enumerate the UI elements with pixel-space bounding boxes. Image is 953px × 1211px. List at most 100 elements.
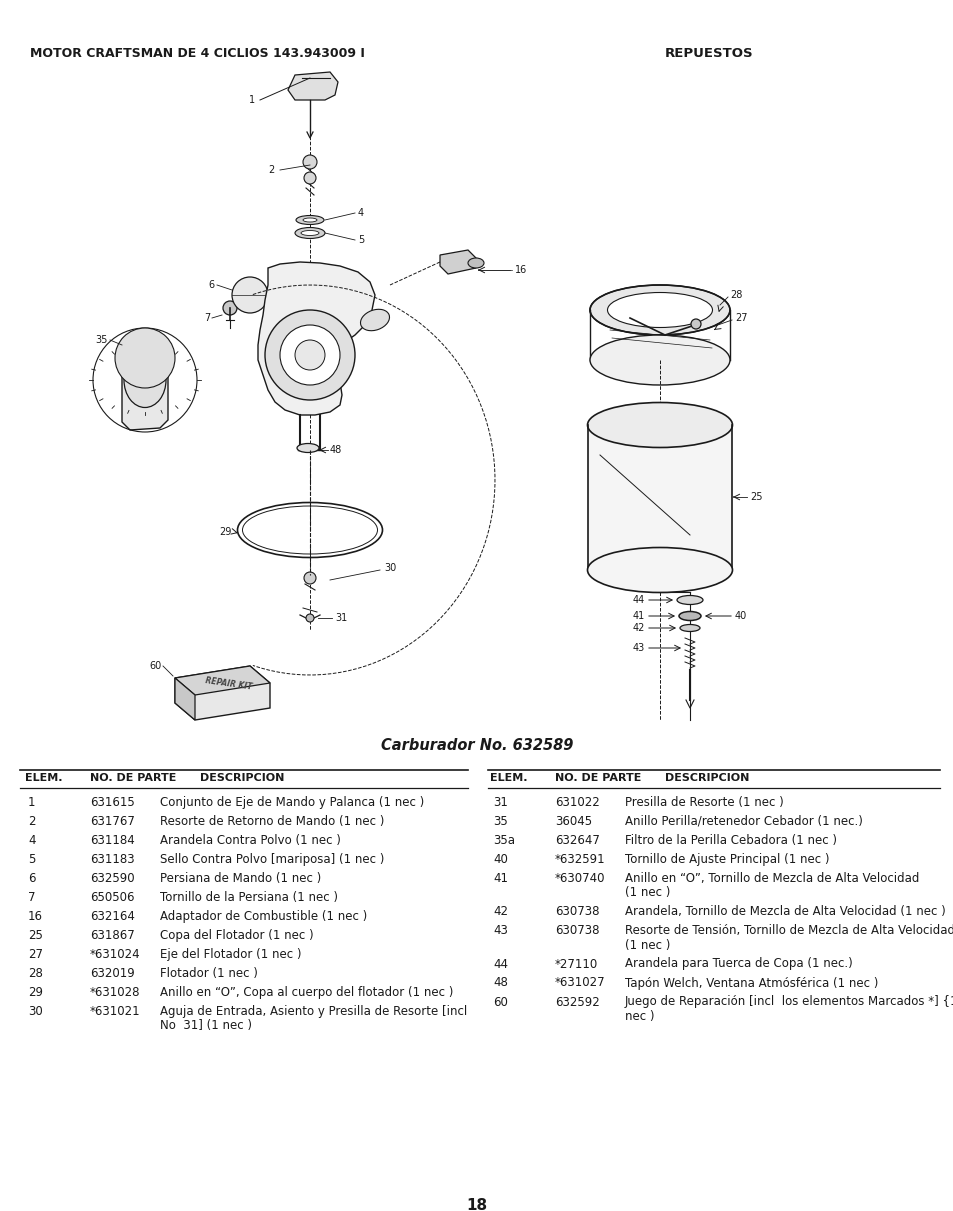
Text: DESCRIPCION: DESCRIPCION: [664, 773, 749, 784]
Text: Tornillo de Ajuste Principal (1 nec ): Tornillo de Ajuste Principal (1 nec ): [624, 853, 828, 866]
Ellipse shape: [679, 625, 700, 631]
Text: 16: 16: [28, 909, 43, 923]
Text: *27110: *27110: [555, 958, 598, 970]
Text: 1: 1: [28, 796, 35, 809]
Circle shape: [265, 310, 355, 400]
Text: Adaptador de Combustible (1 nec ): Adaptador de Combustible (1 nec ): [160, 909, 367, 923]
Text: Eje del Flotador (1 nec ): Eje del Flotador (1 nec ): [160, 948, 301, 962]
Text: 35: 35: [95, 335, 108, 345]
Ellipse shape: [589, 335, 729, 385]
Text: 28: 28: [729, 289, 741, 300]
Text: 35: 35: [493, 815, 507, 828]
Text: Arandela, Tornillo de Mezcla de Alta Velocidad (1 nec ): Arandela, Tornillo de Mezcla de Alta Vel…: [624, 906, 944, 918]
Text: 30: 30: [384, 563, 395, 573]
Circle shape: [223, 302, 236, 315]
Text: REPAIR KIT: REPAIR KIT: [205, 676, 253, 691]
Text: 42: 42: [493, 906, 507, 918]
Text: 35a: 35a: [493, 834, 515, 846]
Text: Sello Contra Polvo [mariposa] (1 nec ): Sello Contra Polvo [mariposa] (1 nec ): [160, 853, 384, 866]
Text: 41: 41: [493, 872, 507, 885]
Text: Tornillo de la Persiana (1 nec ): Tornillo de la Persiana (1 nec ): [160, 891, 337, 903]
Text: 29: 29: [28, 986, 43, 999]
Text: 630738: 630738: [555, 924, 598, 937]
Text: 1: 1: [249, 94, 254, 105]
Text: Carburador No. 632589: Carburador No. 632589: [380, 737, 573, 753]
Ellipse shape: [607, 293, 712, 327]
Polygon shape: [288, 71, 337, 101]
Polygon shape: [174, 678, 194, 721]
Circle shape: [306, 614, 314, 622]
Text: 43: 43: [632, 643, 644, 653]
Text: 7: 7: [204, 312, 210, 323]
Bar: [587, 425, 731, 570]
Text: 27: 27: [734, 312, 747, 323]
Circle shape: [294, 340, 325, 371]
Text: 4: 4: [28, 834, 35, 846]
Text: 42: 42: [632, 622, 644, 633]
Text: DESCRIPCION: DESCRIPCION: [200, 773, 284, 784]
Text: Juego de Reparación [incl  los elementos Marcados *] {1: Juego de Reparación [incl los elementos …: [624, 995, 953, 1009]
Ellipse shape: [677, 596, 702, 604]
Text: 632019: 632019: [90, 968, 134, 980]
Text: No  31] (1 nec ): No 31] (1 nec ): [160, 1020, 252, 1032]
Text: (1 nec ): (1 nec ): [624, 886, 670, 900]
Text: 44: 44: [493, 958, 507, 970]
Text: 27: 27: [28, 948, 43, 962]
Text: 4: 4: [357, 208, 364, 218]
Circle shape: [690, 318, 700, 329]
Text: Arandela Contra Polvo (1 nec ): Arandela Contra Polvo (1 nec ): [160, 834, 340, 846]
Text: MOTOR CRAFTSMAN DE 4 CICLIOS 143.943009 I: MOTOR CRAFTSMAN DE 4 CICLIOS 143.943009 …: [30, 47, 364, 61]
Text: ELEM.: ELEM.: [25, 773, 63, 784]
Text: 630738: 630738: [555, 906, 598, 918]
Text: 48: 48: [493, 976, 507, 989]
Ellipse shape: [589, 285, 729, 335]
Text: Filtro de la Perilla Cebadora (1 nec ): Filtro de la Perilla Cebadora (1 nec ): [624, 834, 836, 846]
Ellipse shape: [295, 216, 324, 224]
Text: NO. DE PARTE: NO. DE PARTE: [555, 773, 640, 784]
Text: Aguja de Entrada, Asiento y Presilla de Resorte [incl: Aguja de Entrada, Asiento y Presilla de …: [160, 1005, 467, 1018]
Text: 48: 48: [330, 444, 342, 455]
Text: Resorte de Tensión, Tornillo de Mezcla de Alta Velocidad: Resorte de Tensión, Tornillo de Mezcla d…: [624, 924, 953, 937]
Ellipse shape: [468, 258, 483, 268]
Text: Arandela para Tuerca de Copa (1 nec.): Arandela para Tuerca de Copa (1 nec.): [624, 958, 852, 970]
Text: 29: 29: [219, 527, 232, 536]
Text: 631183: 631183: [90, 853, 134, 866]
Ellipse shape: [587, 547, 732, 592]
Text: 30: 30: [28, 1005, 43, 1018]
Text: Persiana de Mando (1 nec ): Persiana de Mando (1 nec ): [160, 872, 321, 885]
Text: 40: 40: [493, 853, 507, 866]
Text: 28: 28: [28, 968, 43, 980]
Text: *632591: *632591: [555, 853, 605, 866]
Text: 2: 2: [28, 815, 35, 828]
Polygon shape: [174, 666, 270, 721]
Text: 60: 60: [150, 661, 162, 671]
Ellipse shape: [129, 339, 161, 377]
Polygon shape: [257, 262, 375, 415]
Text: 632590: 632590: [90, 872, 134, 885]
Circle shape: [115, 328, 174, 388]
Text: 2: 2: [269, 165, 274, 176]
Text: 31: 31: [335, 613, 347, 622]
Text: 632164: 632164: [90, 909, 134, 923]
Text: 6: 6: [28, 872, 35, 885]
Text: *631024: *631024: [90, 948, 140, 962]
Text: 36045: 36045: [555, 815, 592, 828]
Text: 5: 5: [357, 235, 364, 245]
Circle shape: [303, 155, 316, 170]
Text: 16: 16: [515, 265, 527, 275]
Text: 60: 60: [493, 995, 507, 1009]
Circle shape: [304, 572, 315, 584]
Text: 632647: 632647: [555, 834, 599, 846]
Ellipse shape: [303, 218, 316, 222]
Ellipse shape: [296, 443, 318, 453]
Text: 25: 25: [28, 929, 43, 942]
Text: Anillo en “O”, Tornillo de Mezcla de Alta Velocidad: Anillo en “O”, Tornillo de Mezcla de Alt…: [624, 872, 919, 885]
Text: *631021: *631021: [90, 1005, 140, 1018]
Text: *631028: *631028: [90, 986, 140, 999]
Ellipse shape: [679, 612, 700, 620]
Text: Flotador (1 nec ): Flotador (1 nec ): [160, 968, 257, 980]
Text: 31: 31: [493, 796, 507, 809]
Polygon shape: [122, 335, 168, 430]
Text: 631767: 631767: [90, 815, 134, 828]
Text: 40: 40: [734, 612, 746, 621]
